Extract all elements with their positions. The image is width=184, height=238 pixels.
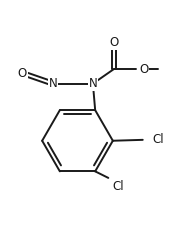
Text: N: N [89, 77, 97, 90]
Text: Cl: Cl [112, 180, 124, 193]
Text: Cl: Cl [153, 133, 164, 146]
Text: O: O [18, 67, 27, 80]
Text: N: N [49, 77, 57, 90]
Text: O: O [139, 63, 148, 76]
Text: O: O [109, 36, 118, 49]
